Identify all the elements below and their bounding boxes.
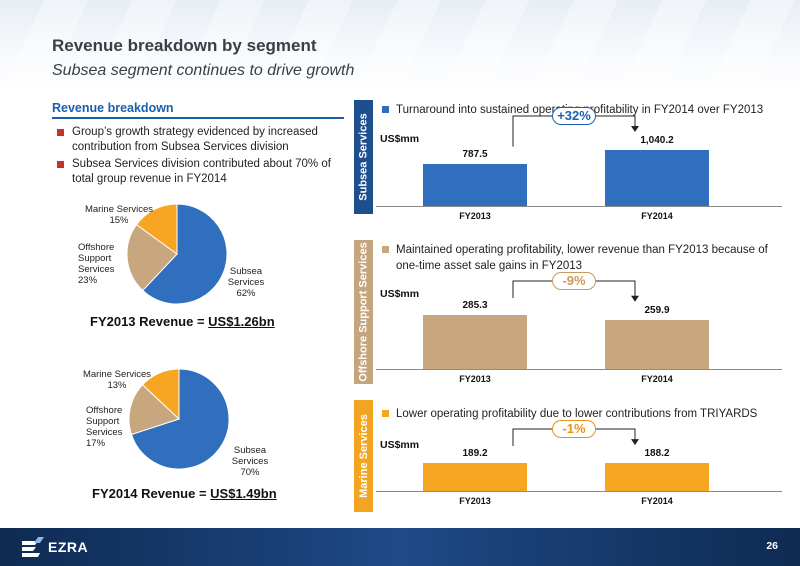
bar-offshore-fy2013: [423, 315, 527, 369]
arrow-down-icon: [631, 126, 639, 132]
pie-label-offshore-fy2014: Offshore Support Services 17%: [86, 405, 123, 449]
tick-label-subsea-fy2014: FY2014: [641, 211, 673, 221]
arrow-down-icon: [631, 295, 639, 302]
x-axis-line-marine: [376, 491, 782, 492]
pie-chart-fy2014: [128, 368, 230, 470]
left-bullet-list: Group’s growth strategy evidenced by inc…: [56, 125, 346, 189]
bar-marine-fy2013: [423, 463, 527, 491]
pie-slice-marine: [135, 203, 178, 255]
sidebar-marine: Marine Services: [354, 400, 373, 512]
panel-bullet-text: Lower operating profitability due to low…: [396, 408, 758, 420]
pie-slice-offshore: [128, 384, 180, 436]
fy2014-caption-prefix: FY2014 Revenue =: [92, 486, 211, 501]
arrow-down-icon: [631, 439, 639, 446]
pie-slice-marine: [141, 368, 180, 421]
bullet-square-icon: [382, 410, 389, 417]
data-label-offshore-fy2014: 259.9: [644, 304, 670, 316]
footer-bar: EZRA 26: [0, 528, 800, 566]
pie-slice-subsea: [142, 203, 228, 305]
logo-text: EZRA: [48, 539, 89, 555]
change-badge-offshore: -9%: [552, 272, 596, 290]
sidebar-subsea-label: Subsea Services: [357, 113, 370, 201]
tick-label-marine-fy2013: FY2013: [459, 496, 491, 506]
fy2013-caption-value: US$1.26bn: [208, 314, 275, 329]
pie-slice-subsea: [130, 368, 230, 470]
tick-label-offshore-fy2013: FY2013: [459, 374, 491, 384]
page-subtitle: Subsea segment continues to drive growth: [52, 62, 355, 79]
sidebar-subsea: Subsea Services: [354, 100, 373, 214]
bullet-square-icon: [382, 246, 389, 253]
left-bullet-item: Group’s growth strategy evidenced by inc…: [56, 125, 346, 155]
fy2014-revenue-caption: FY2014 Revenue = US$1.49bn: [92, 486, 277, 501]
pie-label-marine-fy2014: Marine Services 13%: [82, 369, 152, 391]
left-bullet-item: Subsea Services division contributed abo…: [56, 157, 346, 187]
logo-mark-icon: [22, 537, 44, 557]
x-axis-line-subsea: [376, 206, 782, 207]
x-axis-line-offshore: [376, 369, 782, 370]
bar-marine-fy2014: [605, 463, 709, 491]
data-label-subsea-fy2014: 1,040.2: [640, 135, 674, 146]
change-badge-subsea: +32%: [552, 107, 596, 125]
tick-label-offshore-fy2014: FY2014: [641, 374, 673, 384]
page-number: 26: [766, 540, 778, 552]
section-title-revenue-breakdown: Revenue breakdown: [52, 101, 344, 119]
pie-label-offshore-fy2013: Offshore Support Services 23%: [78, 242, 115, 286]
panel-bullet-text: Maintained operating profitability, lowe…: [396, 244, 768, 272]
bar-subsea-fy2013: [423, 163, 527, 206]
change-badge-marine: -1%: [552, 420, 596, 438]
data-label-subsea-fy2013: 787.5: [462, 148, 488, 160]
bullet-square-icon: [382, 106, 389, 113]
panel-bullet-marine: Lower operating profitability due to low…: [382, 406, 782, 422]
sidebar-offshore: Offshore Support Services: [354, 240, 373, 384]
bar-subsea-fy2014: [605, 150, 709, 206]
panel-bullet-offshore: Maintained operating profitability, lowe…: [382, 242, 782, 274]
bar-offshore-fy2014: [605, 319, 709, 369]
data-label-marine-fy2013: 189.2: [462, 448, 488, 459]
pie-label-subsea-fy2014: Subsea Services 70%: [231, 445, 269, 478]
sidebar-marine-label: Marine Services: [357, 414, 370, 498]
data-label-marine-fy2014: 188.2: [644, 448, 670, 460]
company-logo: EZRA: [22, 537, 88, 557]
unit-label-subsea: US$mm: [380, 133, 420, 145]
tick-label-subsea-fy2013: FY2013: [459, 211, 491, 221]
fy2013-caption-prefix: FY2013 Revenue =: [90, 314, 209, 329]
pie-label-subsea-fy2013: Subsea Services 62%: [227, 266, 265, 299]
unit-label-offshore: US$mm: [380, 288, 420, 300]
page-title: Revenue breakdown by segment: [52, 36, 317, 55]
data-label-offshore-fy2013: 285.3: [462, 300, 488, 311]
pie-slice-offshore: [126, 223, 178, 292]
fy2014-caption-value: US$1.49bn: [210, 486, 277, 501]
sidebar-offshore-label: Offshore Support Services: [357, 242, 370, 382]
fy2013-revenue-caption: FY2013 Revenue = US$1.26bn: [90, 314, 275, 329]
header-background: [0, 0, 800, 92]
pie-chart-fy2013: [126, 203, 228, 305]
tick-label-marine-fy2014: FY2014: [641, 496, 673, 506]
pie-label-marine-fy2013: Marine Services 15%: [84, 204, 154, 226]
unit-label-marine: US$mm: [380, 439, 420, 451]
